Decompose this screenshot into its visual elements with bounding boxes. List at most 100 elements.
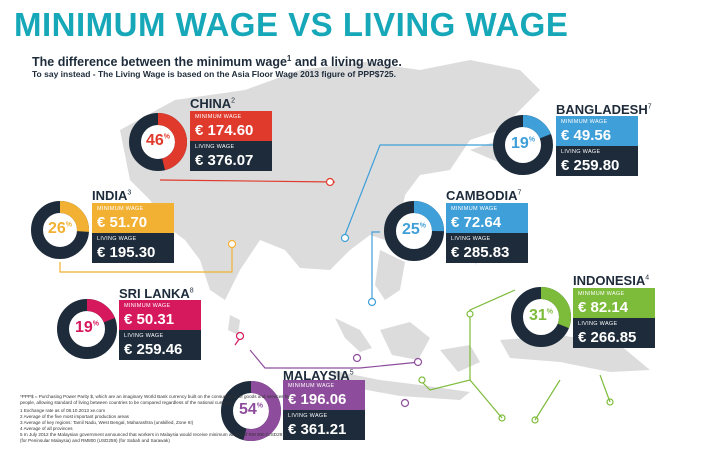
indonesia-donut-share (511, 287, 571, 347)
china-name-text: CHINA (190, 96, 232, 111)
china-min-value: € 174.60 (195, 122, 254, 139)
china-living-label: LIVING WAGE (195, 144, 235, 150)
bangladesh-living-panel: LIVING WAGE € 259.80 (556, 146, 638, 176)
cambodia-percent: 25% (401, 221, 427, 238)
cambodia-living-panel: LIVING WAGE € 285.83 (446, 233, 528, 263)
subtitle-main: The difference between the minimum wage (32, 55, 287, 70)
india-living-panel: LIVING WAGE € 195.30 (92, 233, 174, 263)
bangladesh-living-value: € 259.80 (561, 157, 620, 174)
malaysia-box: MINIMUM WAGE € 196.06 LIVING WAGE € 361.… (283, 380, 365, 440)
cambodia-living-value: € 285.83 (451, 244, 510, 261)
indonesia-name-text: INDONESIA (573, 273, 646, 288)
cambodia-ring: 25% (383, 200, 445, 262)
indonesia-note: 4 (645, 274, 650, 282)
srilanka-ring: 19% (56, 298, 118, 360)
footnote-5: 5 In July 2012 the Malaysian government … (20, 432, 287, 443)
subtitle-end: and a living wage. (291, 55, 402, 70)
indonesia-box: MINIMUM WAGE € 82.14 LIVING WAGE € 266.8… (573, 288, 655, 348)
bangladesh-name-text: BANGLADESH (556, 102, 648, 117)
india-name-text: INDIA (92, 188, 128, 203)
malaysia-living-label: LIVING WAGE (288, 413, 328, 419)
bangladesh-min-label: MINIMUM WAGE (561, 119, 608, 125)
china-donut-share (129, 113, 187, 171)
cambodia-name-text: CAMBODIA (446, 188, 518, 203)
cambodia-percent-sign: % (419, 222, 427, 230)
srilanka-name-text: SRI LANKA (119, 286, 190, 301)
india-box: MINIMUM WAGE € 51.70 LIVING WAGE € 195.3… (92, 203, 174, 263)
cambodia-donut (384, 201, 444, 261)
china-percent: 46% (145, 132, 171, 149)
bangladesh-donut-share (493, 115, 553, 175)
india-donut-share (31, 201, 89, 259)
indonesia-min-label: MINIMUM WAGE (578, 291, 625, 297)
bangladesh-percent-sign: % (528, 136, 536, 144)
cambodia-box: MINIMUM WAGE € 72.64 LIVING WAGE € 285.8… (446, 203, 528, 263)
bangladesh-percent: 19% (510, 135, 536, 152)
footnote-1: 1 Exchange rate as of 08.10.2013 xe.com (20, 408, 106, 413)
footnote-4: 4 Average of all provinces (20, 426, 73, 431)
china-min-label: MINIMUM WAGE (195, 114, 242, 120)
srilanka-note: 8 (189, 287, 194, 295)
srilanka-donut-share (57, 299, 117, 359)
china-living-value: € 376.07 (195, 152, 254, 169)
bangladesh-min-panel: MINIMUM WAGE € 49.56 (556, 116, 638, 146)
indonesia-donut (511, 287, 571, 347)
india-percent-sign: % (65, 221, 73, 229)
bangladesh-living-label: LIVING WAGE (561, 149, 601, 155)
page-subtitle: The difference between the minimum wage1… (32, 54, 402, 69)
srilanka-percent: 19% (74, 319, 100, 336)
cambodia-min-panel: MINIMUM WAGE € 72.64 (446, 203, 528, 233)
cambodia-donut-share (384, 201, 444, 261)
cambodia-min-value: € 72.64 (451, 214, 502, 231)
cambodia-name: CAMBODIA7 (446, 188, 521, 203)
srilanka-living-label: LIVING WAGE (124, 333, 164, 339)
china-note: 2 (231, 97, 236, 105)
bangladesh-ring: 19% (492, 114, 554, 176)
srilanka-percent-sign: % (92, 320, 100, 328)
srilanka-living-panel: LIVING WAGE € 259.46 (119, 330, 201, 360)
srilanka-living-value: € 259.46 (124, 341, 183, 358)
bangladesh-donut (493, 115, 553, 175)
china-percent-sign: % (163, 133, 171, 141)
china-name: CHINA2 (190, 96, 235, 111)
india-min-panel: MINIMUM WAGE € 51.70 (92, 203, 174, 233)
malaysia-donut (221, 381, 281, 441)
cambodia-min-label: MINIMUM WAGE (451, 206, 498, 212)
footnote-ppp: *PPP$ = Purchasing Power Parity $, which… (20, 394, 290, 405)
china-ring: 46% (128, 112, 188, 172)
china-min-panel: MINIMUM WAGE € 174.60 (190, 111, 272, 141)
page-subline: To say instead - The Living Wage is base… (32, 69, 397, 79)
india-note: 3 (127, 189, 132, 197)
srilanka-min-label: MINIMUM WAGE (124, 303, 171, 309)
china-living-panel: LIVING WAGE € 376.07 (190, 141, 272, 171)
malaysia-percent-sign: % (256, 402, 264, 410)
srilanka-min-panel: MINIMUM WAGE € 50.31 (119, 300, 201, 330)
cambodia-note: 7 (517, 189, 522, 197)
india-ring: 26% (30, 200, 90, 260)
india-name: INDIA3 (92, 188, 131, 203)
bangladesh-min-value: € 49.56 (561, 127, 612, 144)
footnote-2: 2 Average of the five most important pro… (20, 414, 129, 419)
malaysia-percent: 54% (238, 401, 264, 418)
india-percent: 26% (47, 220, 73, 237)
india-donut (31, 201, 89, 259)
srilanka-name: SRI LANKA8 (119, 286, 194, 301)
malaysia-living-value: € 361.21 (288, 421, 347, 438)
india-min-label: MINIMUM WAGE (97, 206, 144, 212)
india-min-value: € 51.70 (97, 214, 148, 231)
cambodia-living-label: LIVING WAGE (451, 236, 491, 242)
malaysia-min-panel: MINIMUM WAGE € 196.06 (283, 380, 365, 410)
indonesia-percent: 31% (528, 307, 554, 324)
indonesia-ring: 31% (510, 286, 572, 348)
indonesia-living-panel: LIVING WAGE € 266.85 (573, 318, 655, 348)
indonesia-living-label: LIVING WAGE (578, 321, 618, 327)
china-donut (129, 113, 187, 171)
malaysia-ring: 54% (220, 380, 282, 442)
malaysia-note: 5 (349, 369, 354, 377)
bangladesh-note: 7 (647, 103, 652, 111)
indonesia-name: INDONESIA4 (573, 273, 649, 288)
indonesia-min-panel: MINIMUM WAGE € 82.14 (573, 288, 655, 318)
indonesia-living-value: € 266.85 (578, 329, 637, 346)
india-living-value: € 195.30 (97, 244, 156, 261)
indonesia-min-value: € 82.14 (578, 299, 629, 316)
